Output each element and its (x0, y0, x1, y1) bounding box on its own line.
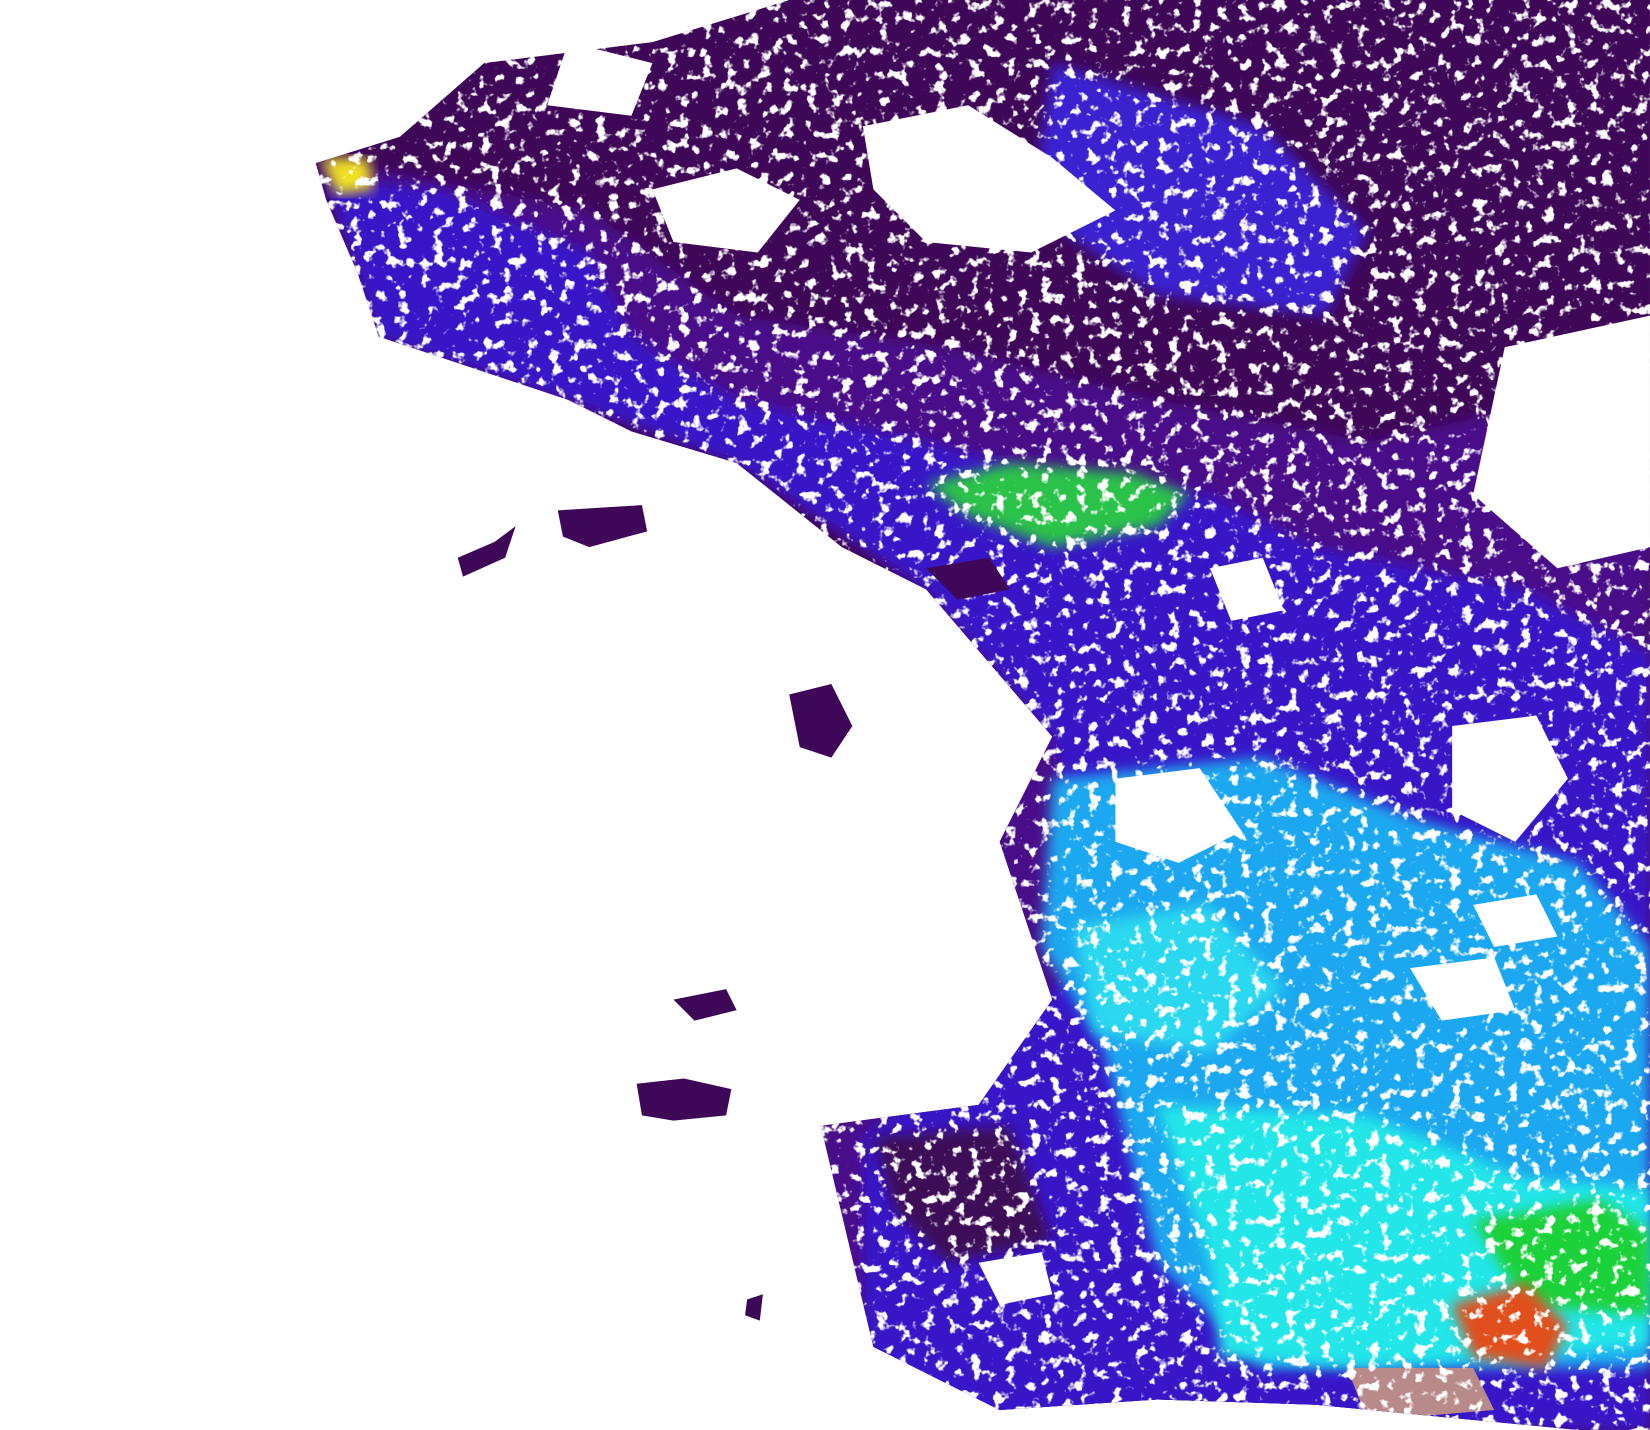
cloud (862, 105, 1116, 253)
cloud (978, 1252, 1053, 1305)
cloud (1473, 315, 1650, 569)
cloud (1452, 715, 1568, 842)
water-patch (557, 505, 648, 548)
water-patch (789, 683, 853, 758)
water-patch (457, 526, 516, 577)
cloud (547, 42, 653, 116)
cloud (1473, 894, 1558, 948)
cloud (1115, 768, 1242, 863)
clouds (547, 42, 1650, 1305)
water-patch (673, 989, 737, 1021)
cloud (1410, 957, 1516, 1021)
cloud (1210, 557, 1284, 621)
water-patch (745, 1294, 763, 1321)
water-patch (636, 1078, 732, 1121)
cloud (652, 168, 800, 253)
